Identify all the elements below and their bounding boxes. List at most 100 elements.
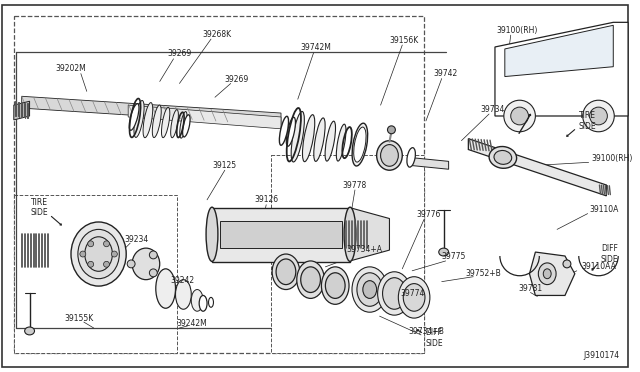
Ellipse shape (276, 259, 296, 285)
Ellipse shape (88, 241, 93, 247)
Ellipse shape (111, 251, 117, 257)
Ellipse shape (199, 295, 207, 311)
Ellipse shape (352, 267, 387, 312)
Text: 39776: 39776 (417, 210, 441, 219)
Ellipse shape (337, 124, 346, 161)
Ellipse shape (589, 107, 607, 125)
Ellipse shape (152, 105, 161, 138)
Ellipse shape (407, 148, 415, 167)
Text: 39155K: 39155K (64, 314, 93, 323)
Polygon shape (14, 195, 177, 353)
Ellipse shape (494, 150, 512, 164)
Text: 39781: 39781 (518, 284, 543, 293)
Text: 39242: 39242 (170, 276, 195, 285)
Polygon shape (128, 105, 281, 129)
Ellipse shape (209, 298, 214, 307)
Text: 39100(RH): 39100(RH) (591, 154, 633, 163)
Text: 39110A: 39110A (589, 205, 619, 214)
Text: 39125: 39125 (212, 161, 237, 170)
Ellipse shape (297, 261, 324, 298)
Ellipse shape (104, 241, 109, 247)
Ellipse shape (303, 115, 315, 162)
Ellipse shape (156, 269, 175, 308)
Text: 39110AA: 39110AA (582, 262, 616, 271)
Text: 39752+B: 39752+B (465, 269, 501, 278)
Ellipse shape (127, 260, 135, 268)
Ellipse shape (381, 145, 398, 166)
Text: 39269: 39269 (225, 75, 249, 84)
Ellipse shape (182, 115, 190, 137)
Ellipse shape (352, 123, 367, 166)
Polygon shape (350, 208, 390, 261)
Ellipse shape (582, 100, 614, 132)
Ellipse shape (325, 121, 335, 161)
Text: DIFF
SIDE: DIFF SIDE (600, 244, 618, 264)
Ellipse shape (387, 126, 396, 134)
Polygon shape (505, 25, 613, 77)
Ellipse shape (291, 112, 305, 162)
Ellipse shape (175, 280, 191, 309)
Text: 39234: 39234 (124, 235, 148, 244)
Ellipse shape (377, 141, 403, 170)
Ellipse shape (129, 104, 139, 130)
Polygon shape (409, 157, 449, 169)
Ellipse shape (78, 230, 119, 279)
Ellipse shape (398, 277, 430, 318)
Ellipse shape (143, 103, 153, 138)
Polygon shape (468, 139, 606, 196)
Ellipse shape (161, 108, 170, 138)
Ellipse shape (325, 273, 345, 298)
Polygon shape (14, 101, 29, 120)
Ellipse shape (344, 207, 356, 262)
Text: 39775: 39775 (442, 253, 466, 262)
Ellipse shape (80, 251, 86, 257)
Ellipse shape (543, 269, 551, 279)
Polygon shape (495, 22, 628, 116)
Ellipse shape (504, 100, 536, 132)
Ellipse shape (301, 267, 321, 292)
Polygon shape (271, 155, 424, 353)
Ellipse shape (206, 207, 218, 262)
Ellipse shape (88, 261, 93, 267)
Text: 39778: 39778 (343, 180, 367, 189)
Text: DIFF
SIDE: DIFF SIDE (425, 328, 443, 347)
Ellipse shape (149, 269, 157, 277)
Ellipse shape (439, 248, 449, 256)
Text: 39269: 39269 (167, 49, 191, 58)
Text: 39774: 39774 (400, 289, 424, 298)
Ellipse shape (25, 327, 35, 335)
Ellipse shape (563, 260, 571, 268)
Ellipse shape (403, 283, 425, 311)
Text: 39156K: 39156K (390, 36, 419, 45)
Text: 39268K: 39268K (202, 30, 232, 39)
Ellipse shape (357, 273, 383, 306)
Text: J3910174: J3910174 (583, 351, 619, 360)
Ellipse shape (489, 147, 516, 168)
Ellipse shape (171, 110, 179, 138)
Polygon shape (529, 252, 575, 295)
Ellipse shape (149, 251, 157, 259)
Ellipse shape (180, 112, 187, 138)
Text: 39742M: 39742M (300, 44, 331, 52)
Ellipse shape (280, 116, 289, 145)
Ellipse shape (104, 261, 109, 267)
Text: 39126: 39126 (254, 195, 278, 204)
Ellipse shape (378, 272, 411, 315)
Ellipse shape (272, 254, 300, 289)
Text: 39100(RH): 39100(RH) (496, 26, 538, 35)
Text: 39734+B: 39734+B (408, 327, 444, 336)
Polygon shape (22, 96, 281, 125)
Bar (212, 208, 350, 262)
Ellipse shape (286, 117, 296, 146)
Ellipse shape (314, 118, 325, 161)
Ellipse shape (511, 107, 529, 125)
Ellipse shape (132, 248, 160, 280)
Ellipse shape (354, 127, 366, 162)
Ellipse shape (84, 237, 113, 271)
Text: 39742: 39742 (433, 69, 458, 78)
Ellipse shape (383, 278, 406, 309)
Ellipse shape (363, 280, 377, 298)
Ellipse shape (538, 263, 556, 285)
Polygon shape (14, 16, 424, 353)
Ellipse shape (71, 222, 126, 286)
